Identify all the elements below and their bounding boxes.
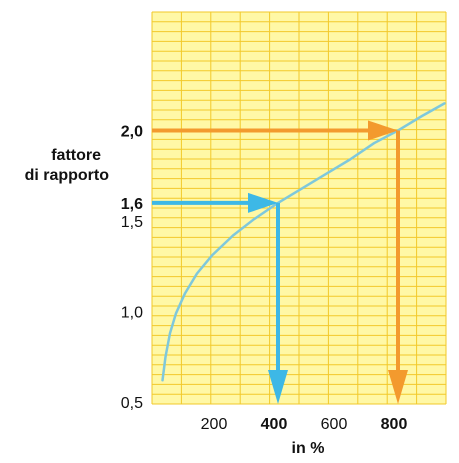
x-tick-label: 600 — [321, 416, 348, 433]
y-axis-label-line1: fattore — [51, 147, 101, 164]
arrow-layer — [152, 120, 408, 404]
x-tick-label: 200 — [201, 416, 228, 433]
curve-layer — [161, 102, 446, 382]
x-tick-label: 800 — [381, 416, 408, 433]
y-axis-label-line2: di rapporto — [25, 167, 110, 184]
x-tick-label: 400 — [261, 416, 288, 433]
y-tick-label: 1,6 — [121, 196, 143, 213]
y-tick-label: 1,5 — [121, 214, 143, 231]
annotation-1-arrowhead-down — [268, 370, 288, 404]
series-line-1 — [161, 102, 446, 382]
y-tick-label: 0,5 — [121, 395, 143, 412]
annotation-2-arrowhead-down — [388, 370, 408, 404]
y-tick-label: 2,0 — [121, 124, 143, 141]
y-tick-label: 1,0 — [121, 305, 143, 322]
x-axis-label: in % — [292, 440, 325, 457]
tick-labels: 200 400 600 800 0,5 1,0 1,51,6 2,0 — [121, 124, 408, 434]
annotation-1-arrowhead-right — [248, 192, 278, 213]
annotation-2-arrowhead-right — [368, 120, 398, 141]
grid — [151, 11, 447, 405]
